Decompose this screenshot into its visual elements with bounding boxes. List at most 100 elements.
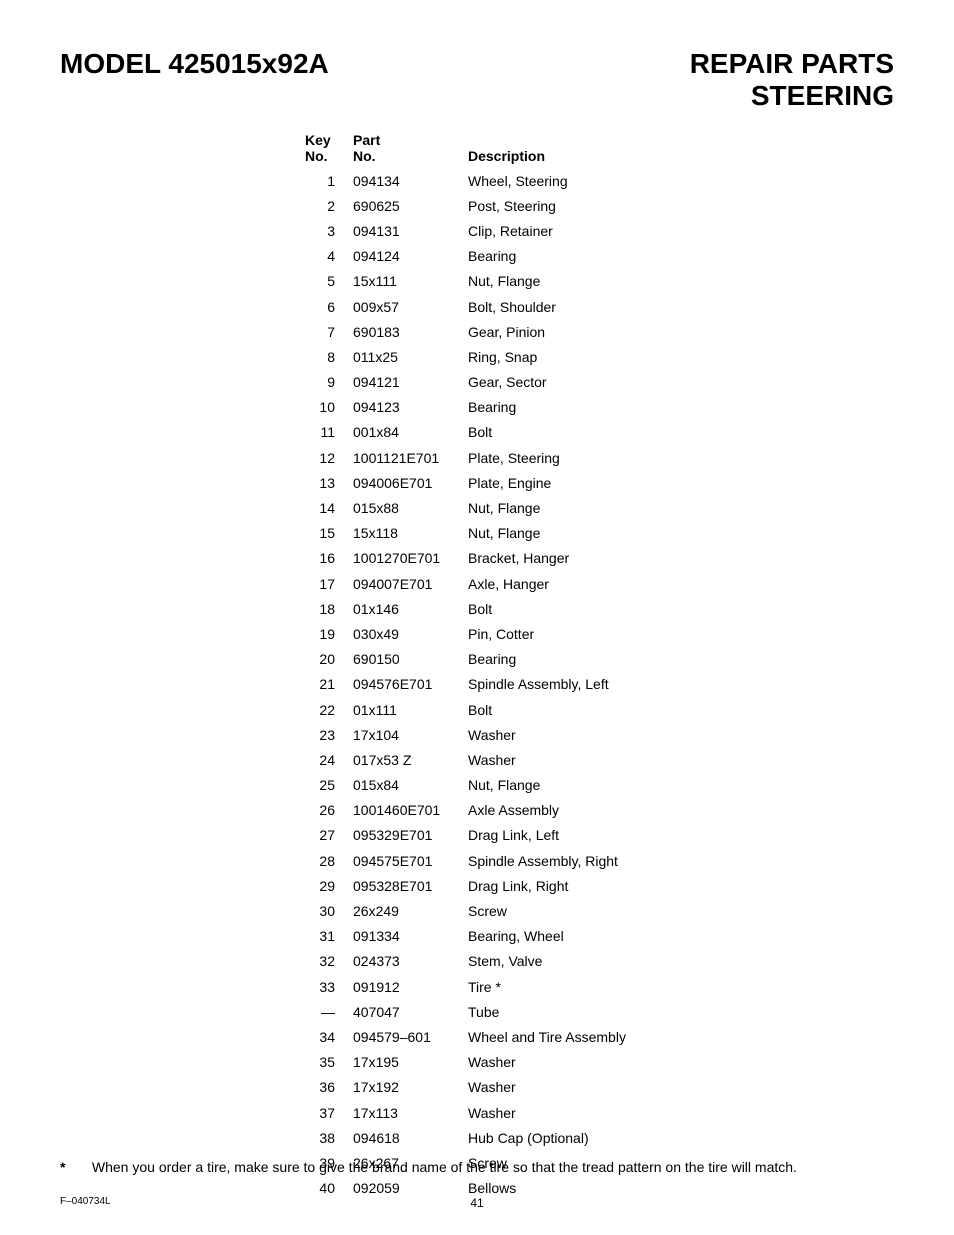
- key-no-cell: 6: [305, 294, 353, 319]
- key-no-cell: 26: [305, 798, 353, 823]
- table-row: 4094124Bearing: [305, 244, 626, 269]
- description-cell: Bolt: [468, 697, 626, 722]
- page-footer: F–040734L 41: [60, 1196, 894, 1207]
- table-row: 8011x25Ring, Snap: [305, 344, 626, 369]
- table-row: 19030x49Pin, Cotter: [305, 621, 626, 646]
- key-no-cell: 17: [305, 571, 353, 596]
- col-header-part-top: Part: [353, 132, 380, 148]
- table-row: 2317x104Washer: [305, 722, 626, 747]
- col-header-key-top: Key: [305, 132, 331, 148]
- part-no-cell: 17x104: [353, 722, 468, 747]
- col-header-part-bottom: No.: [353, 148, 376, 164]
- part-no-cell: 011x25: [353, 344, 468, 369]
- part-no-cell: 17x113: [353, 1100, 468, 1125]
- part-no-cell: 017x53 Z: [353, 747, 468, 772]
- table-row: 17094007E701Axle, Hanger: [305, 571, 626, 596]
- footnote-marker: *: [60, 1159, 88, 1175]
- part-no-cell: 024373: [353, 949, 468, 974]
- key-no-cell: 29: [305, 873, 353, 898]
- part-no-cell: 26x249: [353, 898, 468, 923]
- table-row: 29095328E701Drag Link, Right: [305, 873, 626, 898]
- part-no-cell: 094006E701: [353, 470, 468, 495]
- key-no-cell: 18: [305, 596, 353, 621]
- key-no-cell: 34: [305, 1024, 353, 1049]
- page-title-top: REPAIR PARTS: [690, 48, 894, 80]
- part-no-cell: 094134: [353, 168, 468, 193]
- part-no-cell: 17x195: [353, 1050, 468, 1075]
- page: MODEL 425015x92A REPAIR PARTS STEERING K…: [0, 0, 954, 1235]
- part-no-cell: 094124: [353, 244, 468, 269]
- parts-table-wrap: Key No. Part No. Description 1094134Whee…: [305, 132, 894, 1201]
- description-cell: Pin, Cotter: [468, 621, 626, 646]
- key-no-cell: 11: [305, 420, 353, 445]
- key-no-cell: 21: [305, 672, 353, 697]
- col-header-part: Part No.: [353, 132, 468, 168]
- description-cell: Wheel, Steering: [468, 168, 626, 193]
- table-row: 6009x57Bolt, Shoulder: [305, 294, 626, 319]
- description-cell: Plate, Engine: [468, 470, 626, 495]
- part-no-cell: 01x146: [353, 596, 468, 621]
- description-cell: Axle Assembly: [468, 798, 626, 823]
- key-no-cell: 35: [305, 1050, 353, 1075]
- table-row: 27095329E701Drag Link, Left: [305, 823, 626, 848]
- col-header-desc-label: Description: [468, 148, 545, 164]
- table-body: 1094134Wheel, Steering2690625Post, Steer…: [305, 168, 626, 1201]
- key-no-cell: 31: [305, 924, 353, 949]
- description-cell: Drag Link, Left: [468, 823, 626, 848]
- part-no-cell: 690183: [353, 319, 468, 344]
- table-row: 28094575E701Spindle Assembly, Right: [305, 848, 626, 873]
- key-no-cell: 32: [305, 949, 353, 974]
- description-cell: Axle, Hanger: [468, 571, 626, 596]
- part-no-cell: 009x57: [353, 294, 468, 319]
- key-no-cell: —: [305, 999, 353, 1024]
- table-row: 13094006E701Plate, Engine: [305, 470, 626, 495]
- model-label: MODEL 425015x92A: [60, 48, 329, 80]
- key-no-cell: 16: [305, 546, 353, 571]
- part-no-cell: 15x118: [353, 521, 468, 546]
- table-row: 1515x118Nut, Flange: [305, 521, 626, 546]
- description-cell: Bearing, Wheel: [468, 924, 626, 949]
- key-no-cell: 2: [305, 193, 353, 218]
- key-no-cell: 33: [305, 974, 353, 999]
- table-row: 3617x192Washer: [305, 1075, 626, 1100]
- part-no-cell: 091912: [353, 974, 468, 999]
- table-row: 261001460E701Axle Assembly: [305, 798, 626, 823]
- table-row: 38094618Hub Cap (Optional): [305, 1125, 626, 1150]
- description-cell: Washer: [468, 1100, 626, 1125]
- description-cell: Bracket, Hanger: [468, 546, 626, 571]
- description-cell: Bolt: [468, 420, 626, 445]
- table-row: 3094131Clip, Retainer: [305, 218, 626, 243]
- page-header: MODEL 425015x92A REPAIR PARTS STEERING: [60, 48, 894, 112]
- key-no-cell: 13: [305, 470, 353, 495]
- doc-code: F–040734L: [60, 1196, 111, 1207]
- page-number: 41: [470, 1196, 483, 1210]
- table-row: 161001270E701Bracket, Hanger: [305, 546, 626, 571]
- key-no-cell: 30: [305, 898, 353, 923]
- part-no-cell: 094123: [353, 395, 468, 420]
- description-cell: Bearing: [468, 395, 626, 420]
- col-header-key: Key No.: [305, 132, 353, 168]
- table-row: 25015x84Nut, Flange: [305, 773, 626, 798]
- description-cell: Washer: [468, 1075, 626, 1100]
- part-no-cell: 094007E701: [353, 571, 468, 596]
- key-no-cell: 37: [305, 1100, 353, 1125]
- description-cell: Bearing: [468, 647, 626, 672]
- table-row: 2690625Post, Steering: [305, 193, 626, 218]
- key-no-cell: 20: [305, 647, 353, 672]
- part-no-cell: 094618: [353, 1125, 468, 1150]
- table-row: 1094134Wheel, Steering: [305, 168, 626, 193]
- part-no-cell: 094575E701: [353, 848, 468, 873]
- key-no-cell: 27: [305, 823, 353, 848]
- part-no-cell: 690150: [353, 647, 468, 672]
- part-no-cell: 015x88: [353, 495, 468, 520]
- key-no-cell: 10: [305, 395, 353, 420]
- description-cell: Bolt: [468, 596, 626, 621]
- part-no-cell: 094579–601: [353, 1024, 468, 1049]
- table-row: 1801x146Bolt: [305, 596, 626, 621]
- description-cell: Plate, Steering: [468, 445, 626, 470]
- part-no-cell: 1001121E701: [353, 445, 468, 470]
- part-no-cell: 095328E701: [353, 873, 468, 898]
- part-no-cell: 01x111: [353, 697, 468, 722]
- table-row: 14015x88Nut, Flange: [305, 495, 626, 520]
- part-no-cell: 15x111: [353, 269, 468, 294]
